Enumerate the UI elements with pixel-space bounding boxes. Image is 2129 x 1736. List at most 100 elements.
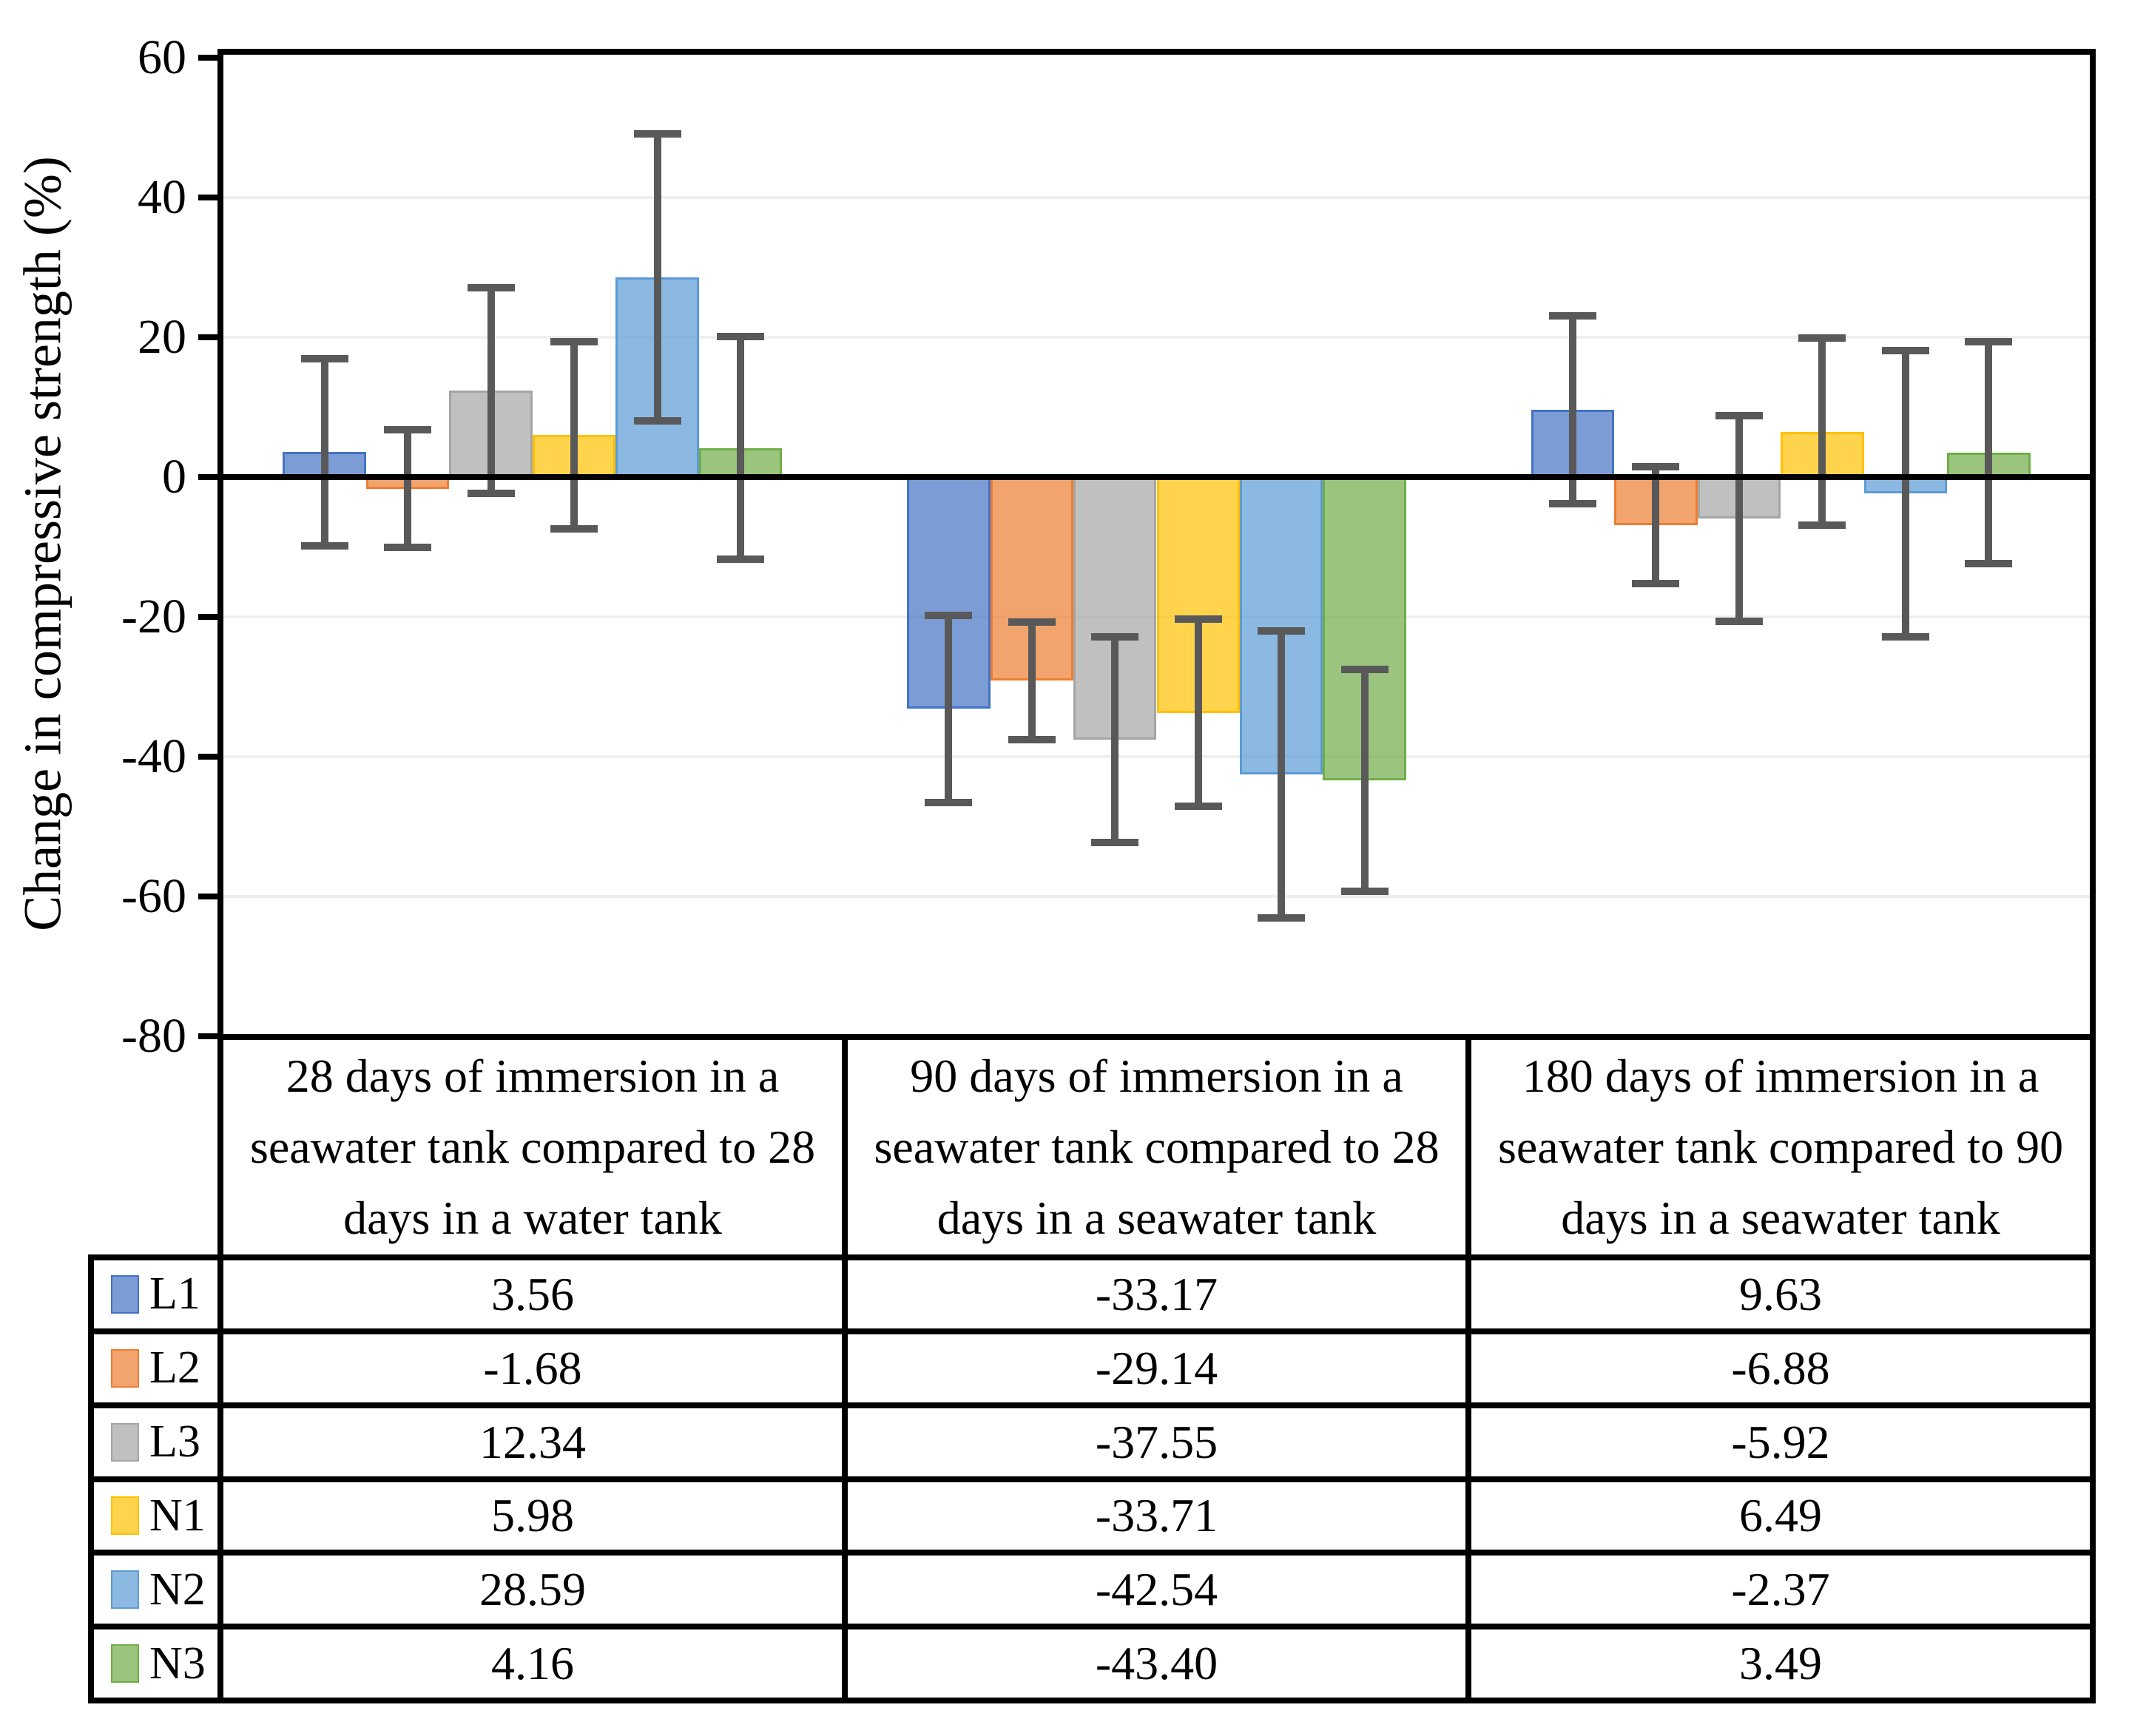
y-tick-mark--80: [198, 1033, 220, 1039]
table-col-divider-2: [1465, 1034, 1471, 1703]
bar-L3-group2: [1073, 477, 1157, 740]
legend-cell-L3: L3: [91, 1405, 220, 1479]
legend-label-N1: N1: [149, 1490, 206, 1541]
y-tick-label-0: 0: [162, 450, 186, 504]
error-bar-line-L2-group3: [1652, 466, 1660, 584]
table-header-cell-3: 180 days of immersion in a seawater tank…: [1497, 1050, 2064, 1244]
error-bar-cap-top-N2-group1: [633, 130, 681, 138]
bar-N2-group2: [1239, 477, 1323, 774]
table-value-cell-L2-col2: -29.14: [1095, 1341, 1218, 1394]
legend-swatch-N2: [111, 1570, 139, 1610]
table-row-line-3: [88, 1476, 2096, 1482]
table-row-line-1: [88, 1328, 2096, 1334]
error-bar-line-N2-group2: [1278, 631, 1286, 918]
error-bar-cap-top-N1-group2: [1174, 615, 1222, 623]
y-tick-mark-20: [198, 334, 220, 340]
y-tick-mark--20: [198, 614, 220, 620]
error-bar-cap-top-L2-group3: [1632, 462, 1680, 470]
y-tick-label-40: 40: [138, 170, 186, 224]
table-value-cell-L3-col1: 12.34: [479, 1415, 586, 1468]
table-col-divider-1: [842, 1034, 848, 1703]
error-bar-line-N2-group3: [1901, 350, 1909, 638]
error-bar-cap-bottom-N1-group3: [1798, 521, 1846, 530]
legend-label-L1: L1: [149, 1269, 200, 1320]
error-bar-cap-top-N2-group2: [1258, 627, 1306, 635]
table-value-cell-L2-col3: -6.88: [1731, 1341, 1830, 1394]
table-value-cell-N2-col3: -2.37: [1731, 1563, 1830, 1616]
table-value-cell-N1-col2: -33.71: [1095, 1489, 1218, 1542]
error-bar-line-N1-group1: [570, 341, 578, 530]
error-bar-cap-bottom-L2-group3: [1632, 580, 1680, 588]
table-value-cell-N3-col2: -43.40: [1095, 1637, 1218, 1690]
legend-label-N2: N2: [149, 1564, 206, 1615]
error-bar-cap-top-L3-group2: [1091, 632, 1139, 641]
legend-swatch-N1: [111, 1496, 139, 1536]
error-bar-cap-bottom-L2-group1: [384, 544, 432, 552]
error-bar-cap-bottom-N2-group1: [633, 416, 681, 425]
error-bar-cap-top-L3-group3: [1715, 412, 1763, 420]
error-bar-cap-bottom-N3-group3: [1965, 560, 2013, 568]
gridline-40: [220, 196, 2093, 199]
error-bar-cap-bottom-L1-group3: [1548, 499, 1596, 507]
error-bar-line-L1-group2: [945, 615, 953, 803]
error-bar-cap-top-L1-group3: [1548, 312, 1596, 320]
error-bar-cap-top-L1-group1: [300, 354, 348, 362]
error-bar-cap-top-N2-group3: [1881, 346, 1929, 354]
y-tick-label--40: -40: [121, 729, 186, 783]
error-bar-cap-bottom-N3-group2: [1340, 888, 1389, 896]
plot-left-border: [217, 49, 223, 1703]
legend-cell-L2: L2: [91, 1331, 220, 1405]
table-row-line-6: [88, 1698, 2096, 1703]
error-bar-line-L3-group2: [1111, 636, 1119, 842]
table-row-line-2: [88, 1402, 2096, 1408]
error-bar-cap-bottom-N2-group2: [1258, 913, 1306, 922]
legend-swatch-N3: [111, 1644, 139, 1683]
error-bar-line-N1-group2: [1194, 618, 1202, 807]
gridline--60: [220, 895, 2093, 898]
error-bar-line-N3-group3: [1985, 341, 1993, 564]
error-bar-cap-top-N3-group2: [1340, 665, 1389, 673]
gridline--40: [220, 755, 2093, 758]
legend-column-left-border: [88, 1254, 94, 1703]
error-bar-line-N3-group1: [737, 337, 745, 559]
error-bar-line-N2-group1: [653, 134, 661, 421]
error-bar-line-N3-group2: [1360, 669, 1369, 892]
legend-swatch-L2: [111, 1348, 139, 1388]
table-value-cell-N2-col1: 28.59: [479, 1563, 586, 1616]
error-bar-cap-bottom-N2-group3: [1881, 633, 1929, 641]
legend-cell-N2: N2: [91, 1553, 220, 1627]
y-tick-label-20: 20: [138, 310, 186, 364]
plot-right-border: [2090, 49, 2096, 1703]
legend-swatch-L1: [111, 1274, 139, 1314]
table-value-cell-N1-col1: 5.98: [491, 1489, 574, 1542]
table-row-line-0: [88, 1254, 2096, 1260]
plot-top-border: [217, 49, 2096, 55]
table-header-cell-2: 90 days of immersion in a seawater tank …: [874, 1050, 1440, 1244]
x-axis-zero-line: [220, 474, 2093, 480]
table-value-cell-L1-col2: -33.17: [1095, 1267, 1218, 1320]
table-value-cell-L1-col3: 9.63: [1739, 1267, 1822, 1320]
table-value-cell-L3-col3: -5.92: [1731, 1415, 1830, 1468]
y-tick-mark-0: [198, 474, 220, 480]
error-bar-cap-bottom-L3-group1: [467, 490, 515, 498]
error-bar-cap-top-N3-group1: [717, 333, 765, 341]
table-value-cell-N3-col1: 4.16: [491, 1637, 574, 1690]
error-bar-cap-top-N1-group3: [1798, 334, 1846, 342]
error-bar-cap-bottom-L1-group2: [925, 799, 973, 807]
y-tick-label--80: -80: [121, 1009, 186, 1063]
error-bar-cap-bottom-N1-group2: [1174, 803, 1222, 811]
gridline-20: [220, 336, 2093, 339]
error-bar-line-L3-group3: [1735, 416, 1743, 621]
table-value-cell-N3-col3: 3.49: [1739, 1637, 1822, 1690]
error-bar-cap-top-N3-group3: [1965, 337, 2013, 345]
error-bar-cap-bottom-L3-group3: [1715, 617, 1763, 625]
legend-label-N3: N3: [149, 1638, 206, 1689]
y-tick-mark--60: [198, 894, 220, 899]
table-top-border: [217, 1034, 2096, 1040]
error-bar-cap-bottom-L1-group1: [300, 541, 348, 550]
error-bar-line-L2-group1: [404, 430, 412, 548]
error-bar-cap-top-L3-group1: [467, 284, 515, 292]
y-tick-label-60: 60: [138, 30, 186, 84]
